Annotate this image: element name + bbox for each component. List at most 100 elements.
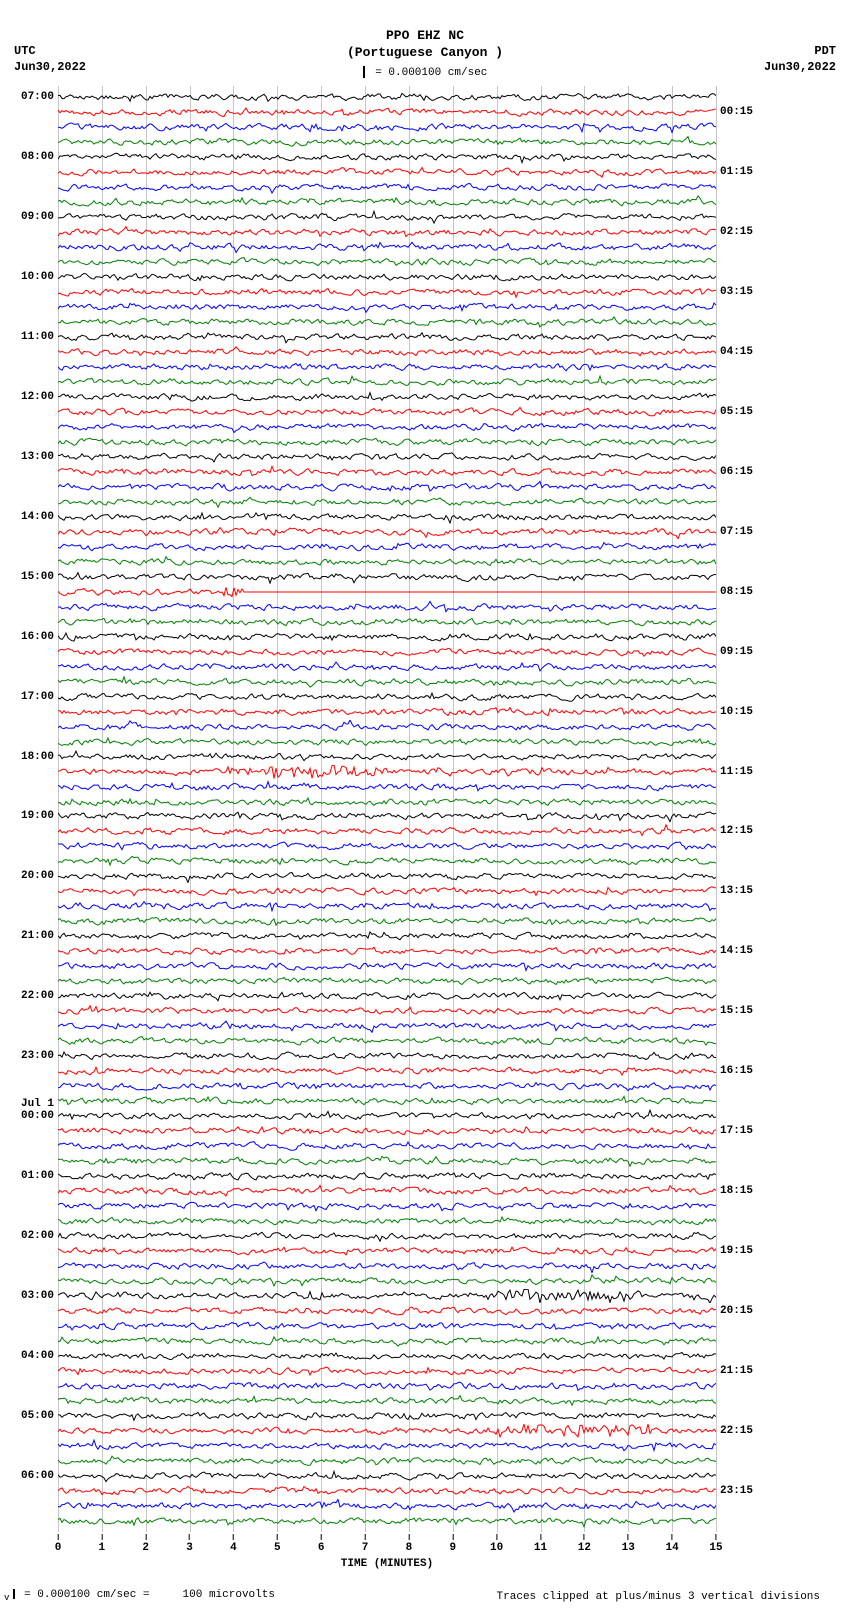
x-tick: 12 bbox=[578, 1534, 591, 1554]
right-hour-label: 15:15 bbox=[720, 1005, 753, 1017]
right-hour-label: 00:15 bbox=[720, 106, 753, 118]
trace-row bbox=[58, 974, 716, 988]
trace-row bbox=[58, 630, 716, 644]
trace-row bbox=[58, 495, 716, 509]
left-hour-label: 13:00 bbox=[21, 451, 54, 463]
trace-row bbox=[58, 1424, 716, 1438]
trace-row bbox=[58, 105, 716, 119]
left-hour-label: 05:00 bbox=[21, 1410, 54, 1422]
left-hour-label: 09:00 bbox=[21, 211, 54, 223]
left-hour-label: 15:00 bbox=[21, 571, 54, 583]
trace-row bbox=[58, 270, 716, 284]
trace-row bbox=[58, 1214, 716, 1228]
trace-row bbox=[58, 959, 716, 973]
x-tick: 0 bbox=[55, 1534, 62, 1554]
left-hour-label: 14:00 bbox=[21, 511, 54, 523]
trace-row bbox=[58, 1274, 716, 1288]
trace-row bbox=[58, 1064, 716, 1078]
trace-row bbox=[58, 615, 716, 629]
trace-row bbox=[58, 1484, 716, 1498]
right-hour-label: 19:15 bbox=[720, 1245, 753, 1257]
left-hour-label: 23:00 bbox=[21, 1050, 54, 1062]
right-hour-label: 11:15 bbox=[720, 766, 753, 778]
left-hour-label: 01:00 bbox=[21, 1170, 54, 1182]
trace-row bbox=[58, 450, 716, 464]
trace-row bbox=[58, 1409, 716, 1423]
trace-row bbox=[58, 210, 716, 224]
left-hour-label: 17:00 bbox=[21, 691, 54, 703]
x-tick: 2 bbox=[142, 1534, 149, 1554]
trace-row bbox=[58, 660, 716, 674]
right-hour-label: 05:15 bbox=[720, 406, 753, 418]
scale-bar-icon bbox=[363, 66, 365, 78]
trace-row bbox=[58, 240, 716, 254]
trace-row bbox=[58, 780, 716, 794]
right-time-axis: 00:1501:1502:1503:1504:1505:1506:1507:15… bbox=[718, 86, 778, 1532]
trace-row bbox=[58, 854, 716, 868]
trace-row bbox=[58, 510, 716, 524]
right-hour-label: 08:15 bbox=[720, 586, 753, 598]
trace-row bbox=[58, 1379, 716, 1393]
trace-row bbox=[58, 1109, 716, 1123]
trace-row bbox=[58, 750, 716, 764]
footer-right: Traces clipped at plus/minus 3 vertical … bbox=[497, 1591, 820, 1603]
trace-row bbox=[58, 1139, 716, 1153]
left-hour-label: 21:00 bbox=[21, 930, 54, 942]
right-hour-label: 22:15 bbox=[720, 1425, 753, 1437]
right-hour-label: 12:15 bbox=[720, 825, 753, 837]
right-hour-label: 03:15 bbox=[720, 286, 753, 298]
trace-row bbox=[58, 480, 716, 494]
trace-row bbox=[58, 824, 716, 838]
trace-row bbox=[58, 1004, 716, 1018]
trace-row bbox=[58, 255, 716, 269]
trace-row bbox=[58, 285, 716, 299]
trace-row bbox=[58, 989, 716, 1003]
trace-row bbox=[58, 929, 716, 943]
trace-row bbox=[58, 540, 716, 554]
trace-row bbox=[58, 690, 716, 704]
left-hour-label: 22:00 bbox=[21, 990, 54, 1002]
footer-scale-bar-icon bbox=[13, 1589, 15, 1599]
x-axis-label: TIME (MINUTES) bbox=[58, 1558, 716, 1570]
trace-row bbox=[58, 375, 716, 389]
trace-row bbox=[58, 1439, 716, 1453]
trace-row bbox=[58, 315, 716, 329]
left-hour-label: 04:00 bbox=[21, 1350, 54, 1362]
trace-row bbox=[58, 1499, 716, 1513]
trace-row bbox=[58, 420, 716, 434]
footer-left: v = 0.000100 cm/sec = 100 microvolts bbox=[4, 1589, 275, 1603]
station-title: PPO EHZ NC bbox=[0, 28, 850, 45]
trace-row bbox=[58, 195, 716, 209]
trace-row bbox=[58, 165, 716, 179]
x-axis: TIME (MINUTES) 0123456789101112131415 bbox=[58, 1534, 716, 1584]
right-hour-label: 01:15 bbox=[720, 166, 753, 178]
trace-row bbox=[58, 705, 716, 719]
trace-row bbox=[58, 1049, 716, 1063]
right-hour-label: 16:15 bbox=[720, 1065, 753, 1077]
left-hour-label: 02:00 bbox=[21, 1230, 54, 1242]
scale-indicator: = 0.000100 cm/sec bbox=[0, 66, 850, 79]
right-hour-label: 07:15 bbox=[720, 526, 753, 538]
trace-row bbox=[58, 1079, 716, 1093]
station-subtitle: (Portuguese Canyon ) bbox=[0, 45, 850, 62]
trace-row bbox=[58, 675, 716, 689]
x-tick: 1 bbox=[99, 1534, 106, 1554]
trace-row bbox=[58, 1094, 716, 1108]
trace-row bbox=[58, 1514, 716, 1528]
trace-row bbox=[58, 765, 716, 779]
footer-scale-b: 100 microvolts bbox=[183, 1589, 275, 1601]
left-hour-label: 12:00 bbox=[21, 391, 54, 403]
left-hour-label: 20:00 bbox=[21, 870, 54, 882]
left-hour-label: 19:00 bbox=[21, 810, 54, 822]
footer-scale-a: = 0.000100 cm/sec = bbox=[24, 1589, 149, 1601]
tz-left-block: UTC Jun30,2022 bbox=[14, 44, 86, 75]
trace-row bbox=[58, 555, 716, 569]
x-tick: 15 bbox=[709, 1534, 722, 1554]
x-tick: 11 bbox=[534, 1534, 547, 1554]
x-tick: 10 bbox=[490, 1534, 503, 1554]
trace-row bbox=[58, 1304, 716, 1318]
trace-row bbox=[58, 135, 716, 149]
trace-row bbox=[58, 944, 716, 958]
trace-row bbox=[58, 525, 716, 539]
right-hour-label: 17:15 bbox=[720, 1125, 753, 1137]
